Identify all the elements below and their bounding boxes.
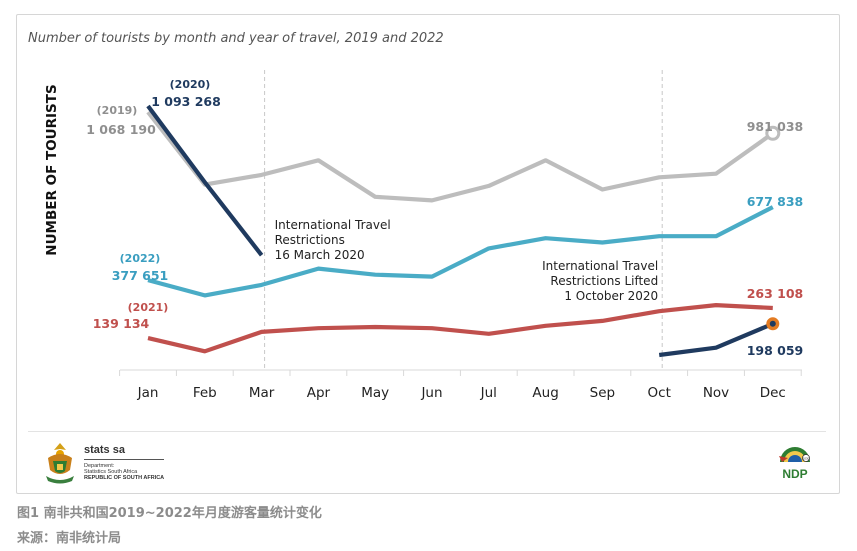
figure-caption: 图1 南非共和国2019~2022年月度游客量统计变化: [17, 506, 322, 521]
data-label: 1 093 268: [151, 94, 221, 109]
statssa-name: stats sa: [84, 444, 125, 456]
x-tick-label: Sep: [590, 385, 615, 401]
x-tick-label: Mar: [249, 385, 275, 401]
series-line: [147, 205, 774, 298]
chart-title: Number of tourists by month and year of …: [28, 31, 444, 46]
statssa-dept-line: Department:: [84, 463, 115, 469]
x-tick-label: Aug: [532, 385, 558, 401]
data-label: (2022): [120, 252, 161, 265]
x-tick-label: May: [361, 385, 389, 401]
data-label: 677 838: [747, 194, 804, 209]
series-line: [658, 321, 774, 358]
ndp-text: NDP: [782, 467, 807, 481]
statssa-underline: [84, 459, 164, 460]
y-axis-label: NUMBER OF TOURISTS: [44, 84, 60, 255]
data-label: 198 059: [747, 343, 804, 358]
annotation-text: 16 March 2020: [275, 248, 365, 262]
annotation-text: International Travel: [542, 259, 658, 273]
data-label: 263 108: [747, 286, 804, 301]
statssa-dept-line: Statistics South Africa: [84, 469, 138, 475]
x-tick-label: Oct: [648, 385, 671, 401]
ndp-logo-icon: NDP 2030: [779, 447, 810, 481]
annotation-text: Restrictions Lifted: [550, 274, 658, 288]
figure-source: 来源：南非统计局: [17, 531, 122, 546]
x-tick-label: Apr: [307, 385, 331, 401]
series-line: [146, 110, 775, 203]
x-tick-label: Dec: [760, 385, 786, 401]
end-marker: [765, 125, 781, 141]
data-label: 981 038: [747, 119, 804, 134]
data-label: 377 651: [112, 268, 169, 283]
chart-frame: [16, 14, 840, 494]
annotation-text: Restrictions: [275, 233, 345, 247]
annotation-text: 1 October 2020: [564, 289, 658, 303]
data-label: (2020): [170, 78, 211, 91]
data-label: 139 134: [93, 316, 150, 331]
annotation-text: International Travel: [275, 218, 391, 232]
data-label: (2019): [97, 104, 138, 117]
x-tick-label: Feb: [193, 385, 217, 401]
statssa-dept-line: REPUBLIC OF SOUTH AFRICA: [84, 475, 165, 481]
ndp-year: 2030: [803, 457, 810, 461]
x-tick-label: Jun: [420, 385, 442, 401]
data-label: (2021): [128, 301, 169, 314]
data-label: 1 068 190: [86, 122, 156, 137]
series-line: [147, 303, 773, 354]
x-tick-label: Jul: [480, 385, 497, 401]
footer-divider: [28, 431, 826, 432]
x-tick-label: Jan: [137, 385, 159, 401]
series-line: [146, 104, 264, 257]
x-tick-label: Nov: [703, 385, 729, 401]
end-marker-core: [769, 320, 776, 327]
coat-of-arms-icon: [46, 443, 74, 484]
